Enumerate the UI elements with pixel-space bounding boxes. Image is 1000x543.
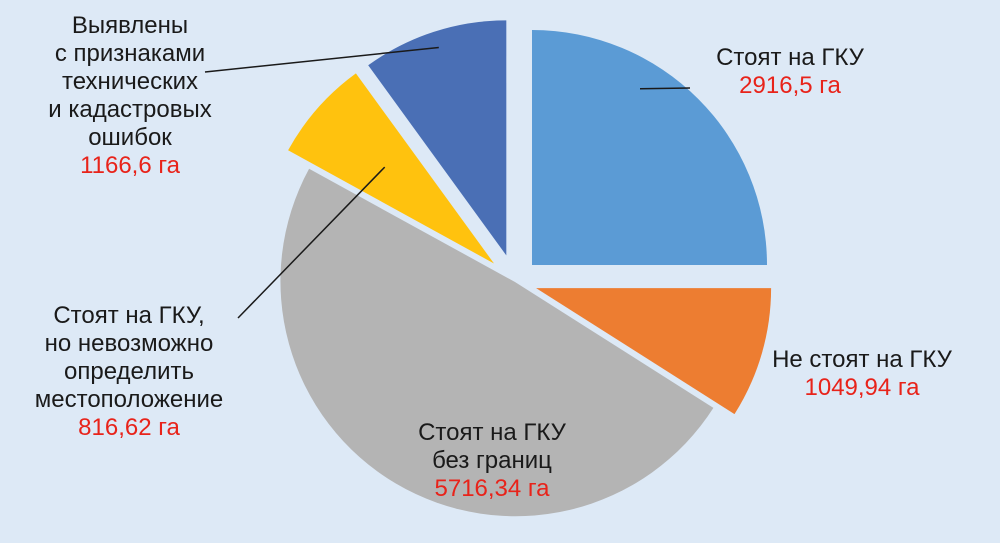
- slice-value-label: 2916,5 га: [739, 72, 841, 99]
- slice-label-line: Не стоят на ГКУ: [772, 346, 952, 373]
- pie-slice-registered: [532, 30, 767, 265]
- pie-slice-no-borders: [280, 168, 714, 517]
- slice-label-line: технических: [62, 68, 198, 95]
- slice-label-line: но невозможно: [44, 330, 214, 357]
- slice-label-registered: Стоят на ГКУ 2916,5 га: [680, 44, 900, 100]
- leader-line-location-unknown: [237, 166, 386, 319]
- pie-slice-not-registered: [536, 288, 772, 415]
- slice-label-cadastral-errors: Выявлены с признаками технических и када…: [25, 12, 235, 180]
- slice-value-label: 1049,94 га: [804, 374, 920, 401]
- slice-label-line: без границ: [432, 447, 552, 474]
- slice-label-line: и кадастровых: [48, 96, 212, 123]
- slice-label-line: местоположение: [34, 386, 224, 413]
- pie-slice-location-unknown: [288, 73, 494, 264]
- slice-label-no-borders: Стоят на ГКУ без границ 5716,34 га: [382, 419, 602, 503]
- slice-value-label: 1166,6 га: [80, 152, 180, 179]
- slice-label-line: Стоят на ГКУ: [418, 419, 566, 446]
- slice-label-line: Стоят на ГКУ: [716, 44, 864, 71]
- slice-label-line: Стоят на ГКУ,: [53, 302, 205, 329]
- slice-label-not-registered: Не стоят на ГКУ 1049,94 га: [742, 346, 982, 402]
- slice-label-line: ошибок: [88, 124, 172, 151]
- slice-label-location-unknown: Стоят на ГКУ, но невозможно определить м…: [14, 302, 244, 442]
- slice-value-label: 5716,34 га: [434, 475, 550, 502]
- leader-line-registered: [639, 87, 691, 90]
- pie-slice-cadastral-errors: [368, 20, 507, 256]
- leader-line-cadastral-errors: [204, 46, 439, 73]
- slice-label-line: Выявлены: [71, 12, 189, 39]
- slice-label-line: с признаками: [54, 40, 206, 67]
- slice-value-label: 816,62 га: [78, 414, 180, 441]
- slice-label-line: определить: [64, 358, 194, 385]
